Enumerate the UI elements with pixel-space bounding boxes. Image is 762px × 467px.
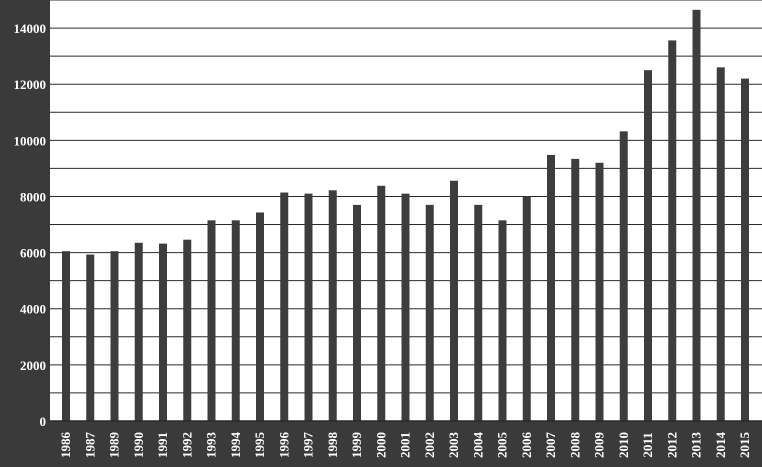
bar [256, 212, 264, 421]
x-tick-label: 1987 [82, 432, 97, 459]
bar [692, 9, 701, 421]
bar [328, 190, 337, 421]
x-tick-label: 2010 [616, 432, 631, 458]
bar [159, 243, 167, 421]
bar [134, 242, 143, 421]
x-tick-label: 2005 [495, 432, 510, 459]
x-tick-label: 1990 [131, 432, 146, 458]
bar [353, 204, 361, 421]
bar [522, 196, 531, 421]
x-tick-label: 2002 [422, 432, 437, 458]
x-tick-label: 1993 [204, 432, 219, 459]
bar [62, 251, 70, 421]
bar [474, 204, 483, 421]
bar [86, 254, 95, 421]
bar [450, 180, 458, 421]
x-tick-label: 2004 [470, 432, 485, 459]
x-tick-label: 1994 [228, 432, 243, 459]
y-tick-label: 4000 [20, 302, 46, 317]
y-tick-label: 12000 [14, 77, 47, 92]
bar [644, 70, 652, 422]
bar [668, 40, 677, 421]
x-tick-label: 2003 [446, 432, 461, 459]
x-tick-label: 1998 [325, 432, 340, 459]
bar [304, 193, 313, 421]
x-tick-label: 1989 [107, 432, 122, 459]
x-tick-label: 2001 [398, 432, 413, 458]
bar [401, 193, 410, 421]
bar [425, 204, 434, 421]
x-tick-label: 1991 [155, 432, 170, 458]
x-tick-label: 2015 [737, 432, 752, 459]
x-tick-label: 1995 [252, 432, 267, 459]
x-tick-label: 1992 [179, 432, 194, 458]
x-tick-label: 2012 [664, 432, 679, 458]
y-tick-label: 10000 [14, 133, 47, 148]
bar [619, 131, 628, 422]
bar [716, 67, 725, 422]
x-tick-label: 1996 [276, 432, 291, 459]
x-tick-label: 2007 [543, 432, 558, 459]
bar [280, 192, 289, 421]
y-tick-label: 14000 [14, 21, 47, 36]
x-tick-label: 2000 [373, 432, 388, 458]
bar [207, 220, 216, 421]
x-tick-label: 1997 [301, 432, 316, 459]
x-tick-label: 2009 [592, 432, 607, 459]
bar [741, 78, 749, 421]
x-tick-label: 2011 [640, 432, 655, 457]
x-tick-label: 1999 [349, 432, 364, 459]
y-tick-label: 8000 [20, 189, 46, 204]
bar [110, 251, 119, 421]
bar [547, 154, 555, 422]
x-tick-label: 2014 [713, 432, 728, 459]
bar [183, 239, 192, 421]
x-tick-label: 2008 [567, 432, 582, 459]
y-tick-label: 2000 [20, 358, 46, 373]
bar [231, 220, 240, 421]
y-tick-label: 0 [40, 414, 47, 429]
bar [498, 220, 507, 421]
x-tick-label: 2013 [689, 432, 704, 459]
x-tick-label: 2006 [519, 432, 534, 459]
x-tick-label: 1986 [58, 432, 73, 459]
y-tick-label: 6000 [20, 246, 46, 261]
bar [377, 185, 386, 421]
bar [571, 158, 580, 421]
bar [595, 162, 604, 421]
